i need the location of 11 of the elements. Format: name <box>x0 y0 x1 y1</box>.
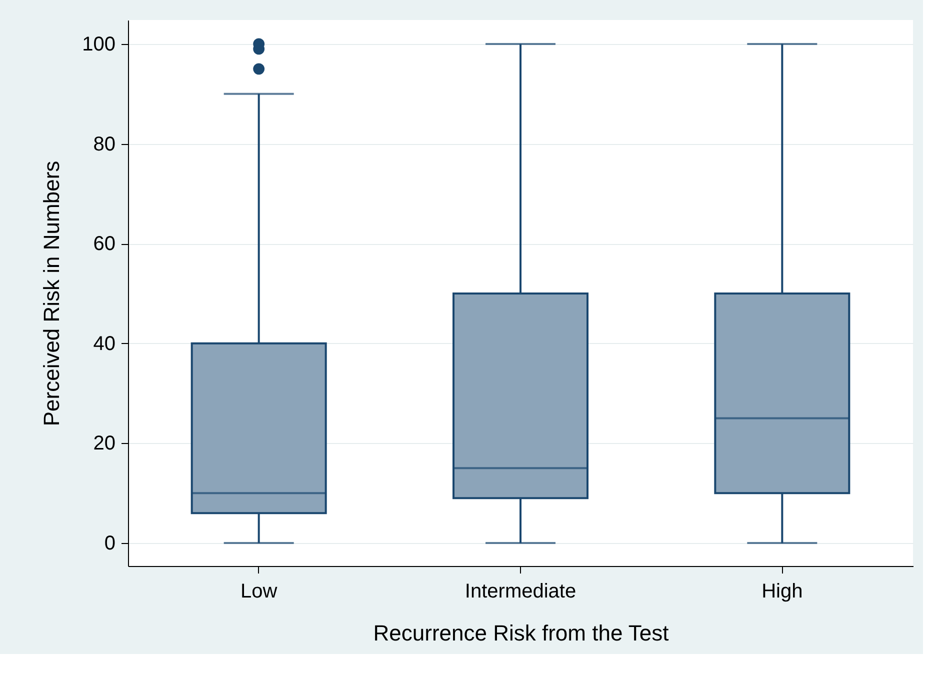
x-tick-label: Low <box>240 580 278 602</box>
y-tick-label: 0 <box>104 532 116 555</box>
x-tick-label: High <box>762 580 803 602</box>
y-tick-label: 100 <box>82 33 116 56</box>
y-tick-label: 40 <box>93 332 116 355</box>
y-tick-label: 20 <box>93 432 116 455</box>
y-tick-label: 80 <box>93 133 116 156</box>
y-tick-label: 60 <box>93 233 116 256</box>
x-axis-title: Recurrence Risk from the Test <box>373 620 669 646</box>
x-tick-label: Intermediate <box>464 580 576 602</box>
y-axis-title: Perceived Risk in Numbers <box>39 160 64 426</box>
